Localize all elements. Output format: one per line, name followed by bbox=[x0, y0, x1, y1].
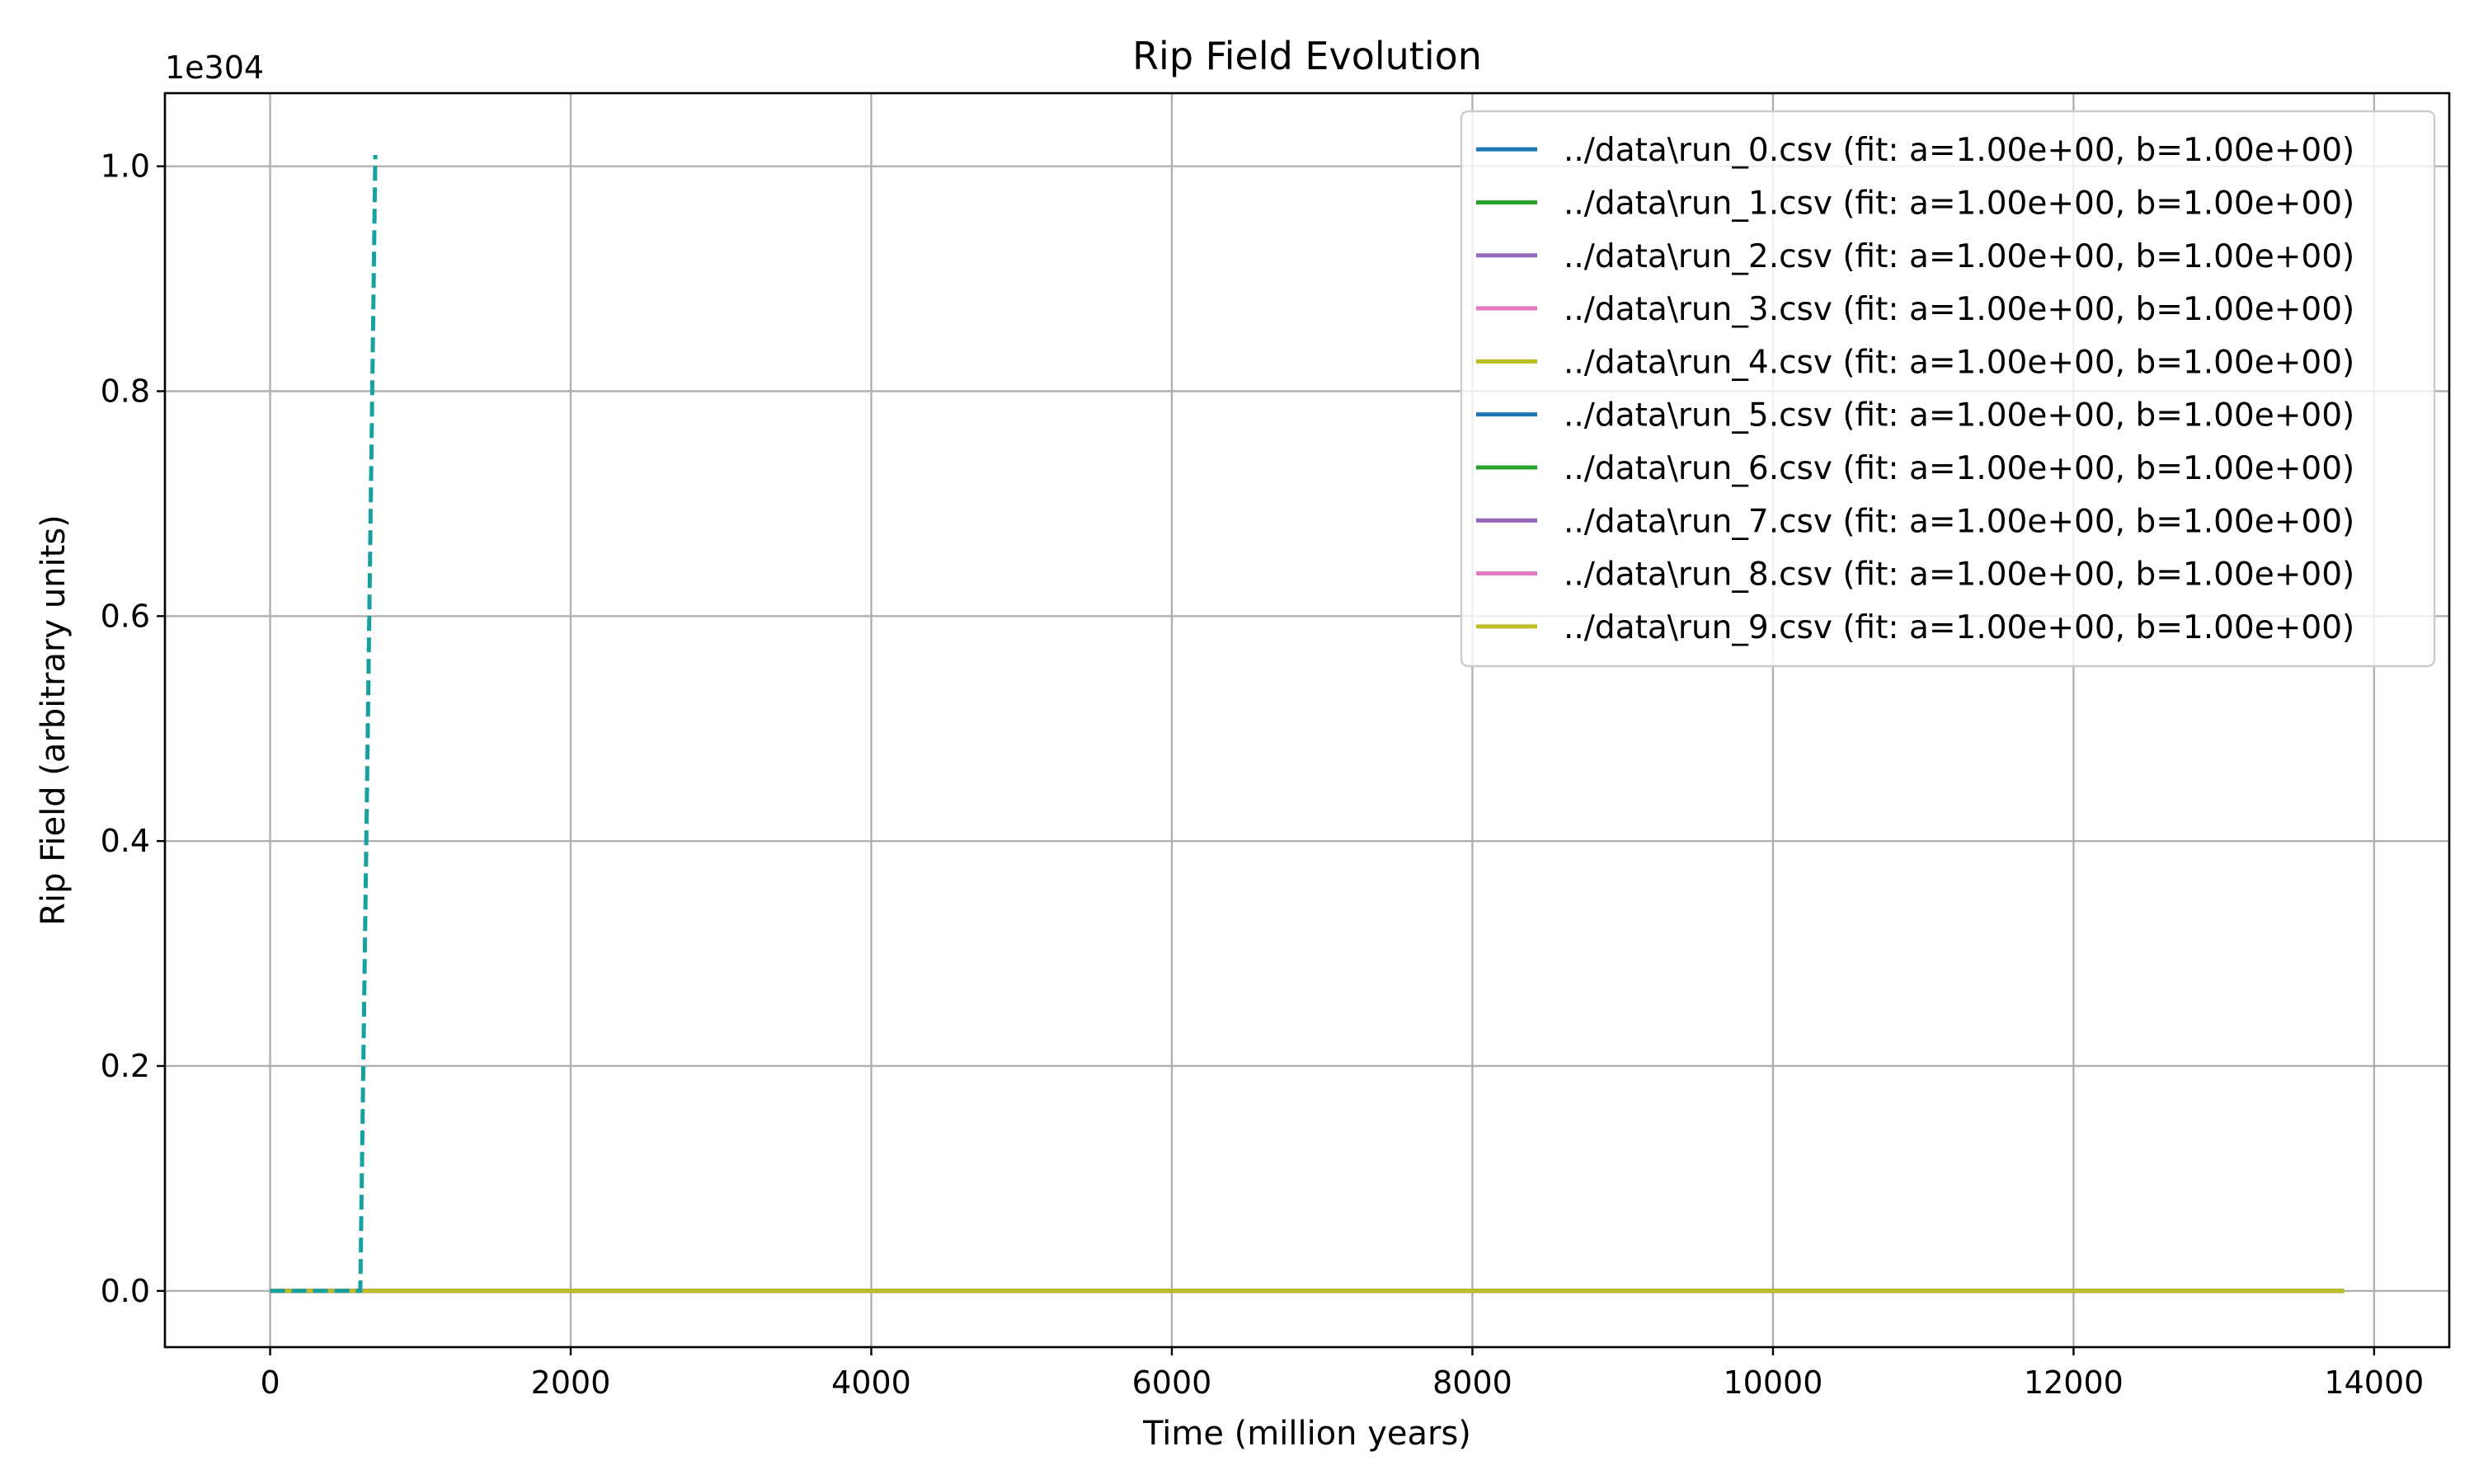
x-tick-label: 10000 bbox=[1723, 1364, 1823, 1401]
x-tick-label: 4000 bbox=[831, 1364, 911, 1401]
y-tick-label: 0.8 bbox=[101, 373, 150, 409]
legend-entry-label: ../data\run_9.csv (fit: a=1.00e+00, b=1.… bbox=[1564, 609, 2354, 646]
x-tick-label: 12000 bbox=[2024, 1364, 2124, 1401]
y-tick-label: 0.0 bbox=[101, 1273, 150, 1309]
x-axis-label: Time (million years) bbox=[1142, 1415, 1471, 1453]
plot-frame bbox=[163, 92, 2451, 1349]
y-tick-label: 0.2 bbox=[101, 1048, 150, 1084]
y-axis-offset-label: 1e304 bbox=[165, 49, 264, 86]
series-layer bbox=[270, 154, 2345, 1294]
x-tick-label: 8000 bbox=[1432, 1364, 1512, 1401]
legend-box bbox=[1460, 110, 2436, 668]
legend-entry-label: ../data\run_4.csv (fit: a=1.00e+00, b=1.… bbox=[1564, 344, 2354, 381]
legend-entry-label: ../data\run_7.csv (fit: a=1.00e+00, b=1.… bbox=[1564, 503, 2354, 540]
legend: ../data\run_0.csv (fit: a=1.00e+00, b=1.… bbox=[1460, 110, 2436, 668]
y-tick-label: 0.6 bbox=[101, 598, 150, 634]
y-tick-label: 0.4 bbox=[101, 823, 150, 859]
legend-entry-label: ../data\run_3.csv (fit: a=1.00e+00, b=1.… bbox=[1564, 291, 2354, 328]
x-tick-label: 14000 bbox=[2324, 1364, 2424, 1401]
fit-curve-line bbox=[270, 154, 378, 1294]
tick-layer: 0 2000 4000 6000 8000 10000 12000 14000 0.0 0.2 0.… bbox=[101, 148, 2425, 1401]
x-tick-label: 2000 bbox=[531, 1364, 611, 1401]
legend-entry-label: ../data\run_0.csv (fit: a=1.00e+00, b=1.… bbox=[1564, 132, 2354, 169]
legend-entry-label: ../data\run_6.csv (fit: a=1.00e+00, b=1.… bbox=[1564, 450, 2354, 487]
y-tick-label: 1.0 bbox=[101, 148, 150, 185]
legend-entry-label: ../data\run_2.csv (fit: a=1.00e+00, b=1.… bbox=[1564, 238, 2354, 275]
legend-entry-label: ../data\run_1.csv (fit: a=1.00e+00, b=1.… bbox=[1564, 185, 2354, 222]
x-tick-label: 6000 bbox=[1132, 1364, 1212, 1401]
legend-entry-label: ../data\run_5.csv (fit: a=1.00e+00, b=1.… bbox=[1564, 397, 2354, 434]
x-tick-label: 0 bbox=[260, 1364, 280, 1401]
y-axis-label: Rip Field (arbitrary units) bbox=[35, 514, 73, 926]
chart-title: Rip Field Evolution bbox=[1132, 34, 1482, 78]
legend-entry-label: ../data\run_8.csv (fit: a=1.00e+00, b=1.… bbox=[1564, 556, 2354, 594]
